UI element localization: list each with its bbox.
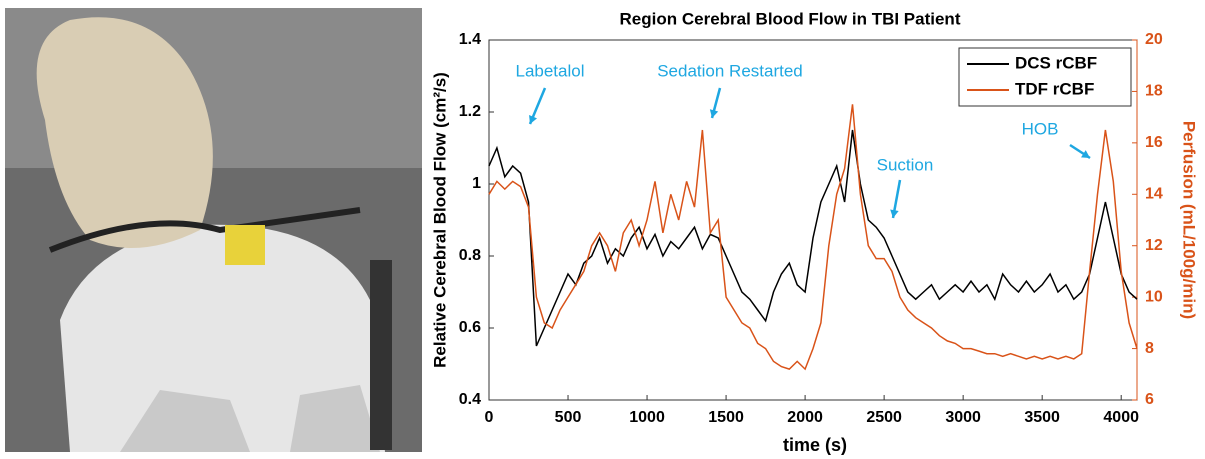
annotation: Suction [877, 155, 934, 174]
y-axis-label: Relative Cerebral Blood Flow (cm²/s) [430, 72, 449, 368]
x-tick-label: 500 [555, 409, 582, 426]
legend-label: TDF rCBF [1015, 79, 1094, 98]
y2-tick-label: 14 [1145, 186, 1163, 203]
x-axis-label: time (s) [783, 435, 847, 455]
y2-tick-label: 12 [1145, 237, 1163, 254]
x-tick-label: 2000 [787, 409, 823, 426]
x-tick-label: 3000 [945, 409, 981, 426]
y-tick-label: 0.6 [459, 319, 481, 336]
legend-label: DCS rCBF [1015, 53, 1097, 72]
annotation: Sedation Restarted [657, 61, 803, 80]
chart-title: Region Cerebral Blood Flow in TBI Patien… [620, 9, 961, 28]
y2-axis-label: Perfusion (mL/100g/min) [1180, 121, 1199, 319]
x-tick-label: 3500 [1024, 409, 1060, 426]
annotation-arrowhead [890, 209, 899, 218]
cables [48, 207, 361, 253]
x-tick-label: 1500 [708, 409, 744, 426]
annotation-arrowhead [709, 109, 719, 118]
annotation-arrowhead [529, 115, 538, 124]
y2-tick-label: 16 [1145, 134, 1163, 151]
annotation: Labetalol [515, 61, 584, 80]
bandage [36, 17, 213, 248]
x-tick-label: 0 [485, 409, 494, 426]
y2-tick-label: 6 [1145, 391, 1154, 408]
y2-tick-label: 10 [1145, 288, 1163, 305]
y2-tick-label: 18 [1145, 83, 1163, 100]
y-tick-label: 1.4 [459, 31, 481, 48]
mannequin-face [120, 385, 380, 452]
y-tick-label: 1 [472, 175, 481, 192]
photo [5, 8, 422, 452]
connector [225, 225, 265, 265]
annotation: HOB [1022, 119, 1059, 138]
series-line [488, 104, 1138, 371]
strap [370, 260, 392, 450]
legend-box [958, 47, 1132, 107]
x-tick-label: 2500 [866, 409, 902, 426]
x-tick-label: 1000 [629, 409, 665, 426]
y-tick-label: 0.8 [459, 247, 481, 264]
series-line [488, 129, 1138, 347]
chart: Region Cerebral Blood Flow in TBI Patien… [430, 9, 1198, 454]
y-tick-label: 1.2 [459, 103, 481, 120]
annotation-arrowhead [1081, 150, 1090, 158]
y2-tick-label: 20 [1145, 31, 1163, 48]
y-tick-label: 0.4 [459, 391, 481, 408]
x-tick-label: 4000 [1103, 409, 1139, 426]
y2-tick-label: 8 [1145, 340, 1154, 357]
